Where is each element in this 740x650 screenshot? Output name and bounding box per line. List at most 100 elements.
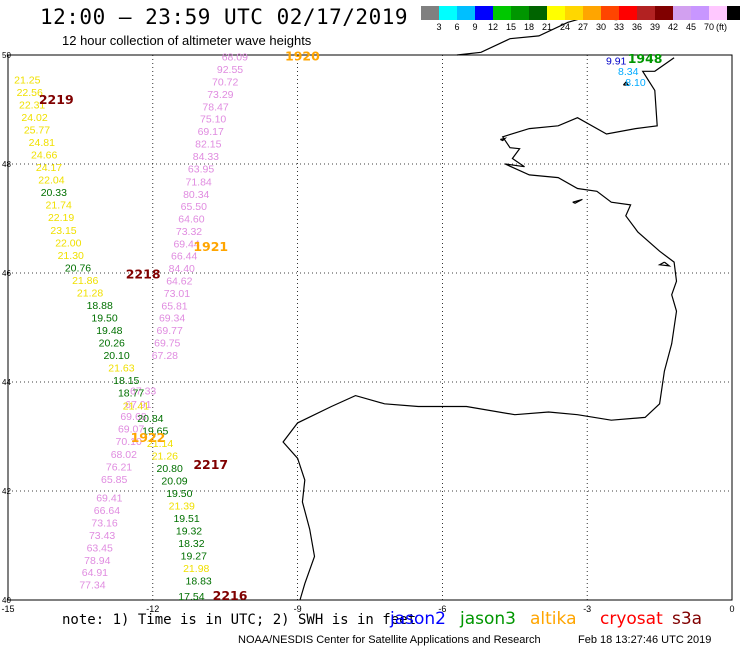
wave-height-value: 69.34 (159, 313, 185, 325)
pass-time-label: 2216 (213, 588, 248, 603)
legend-tick-label: 30 (595, 22, 607, 32)
legend-tick-label: 3 (436, 22, 442, 32)
legend-tick-label: 9 (472, 22, 478, 32)
wave-height-value: 77.34 (79, 580, 105, 592)
wave-height-value: 75.10 (200, 114, 226, 126)
legend-swatch (493, 6, 511, 20)
legend-swatch (439, 6, 457, 20)
legend-tick-label: 6 (454, 22, 460, 32)
lat-tick-label: 50 (2, 51, 11, 60)
wave-height-value: 24.02 (21, 112, 47, 124)
wave-height-value: 84.33 (193, 151, 219, 163)
wave-height-value: 21.86 (72, 275, 98, 287)
wave-height-value: 92.55 (217, 64, 243, 76)
wave-height-value: 78.47 (202, 102, 228, 114)
wave-height-value: 18.77 (118, 388, 144, 400)
wave-height-value: 69.17 (198, 126, 224, 138)
wave-height-value: 67.28 (152, 350, 178, 362)
legend-swatch (583, 6, 601, 20)
page-title: 12:00 – 23:59 UTC 02/17/2019 (40, 5, 409, 29)
pass-time-label: 1921 (193, 239, 228, 254)
legend-tick-label: 27 (577, 22, 589, 32)
lon-tick-label: -12 (146, 604, 159, 614)
wave-height-value: 19.27 (181, 551, 207, 563)
satellite-legend-s3a: s3a (672, 609, 703, 629)
wave-height-value: 69.44 (173, 238, 199, 250)
wave-height-value: 70.72 (212, 77, 238, 89)
wave-height-value: 64.91 (82, 567, 108, 579)
coastline (572, 198, 583, 204)
legend-tick-label: 33 (613, 22, 625, 32)
credit-line: NOAA/NESDIS Center for Satellite Applica… (238, 634, 541, 646)
wave-height-value: 24.17 (36, 162, 62, 174)
color-scale-ticks: 3 6 9 12 15 18 21 24 27 30 33 36 39 42 45 70 (421, 20, 740, 34)
pass-time-label: 1920 (285, 48, 320, 63)
wave-height-value: 19.50 (166, 488, 192, 500)
color-scale-swatches (421, 6, 740, 20)
pass-time-label: 1922 (131, 430, 166, 445)
legend-tick-label: 36 (631, 22, 643, 32)
lat-tick-label: 46 (2, 269, 11, 278)
legend-swatch (475, 6, 493, 20)
wave-height-value: 22.31 (19, 99, 45, 111)
wave-height-value: 24.66 (31, 150, 57, 162)
wave-height-value: 20.09 (161, 475, 187, 487)
legend-swatch (565, 6, 583, 20)
legend-swatch (547, 6, 565, 20)
wave-height-value: 64.60 (178, 213, 204, 225)
color-scale-legend: 3 6 9 12 15 18 21 24 27 30 33 36 39 42 45 70 (421, 6, 740, 34)
legend-tick-label: 24 (559, 22, 571, 32)
legend-tick-label: 39 (649, 22, 661, 32)
wave-height-value: 78.94 (84, 555, 110, 567)
wave-height-value: 19.50 (91, 313, 117, 325)
wave-height-value: 18.15 (113, 375, 139, 387)
wave-height-value: 70.10 (116, 436, 142, 448)
wave-height-value: 8.10 (625, 77, 646, 89)
wave-height-value: 82.15 (195, 139, 221, 151)
page-subtitle: 12 hour collection of altimeter wave hei… (62, 33, 312, 48)
legend-swatch (457, 6, 475, 20)
lon-tick-label: -3 (583, 604, 591, 614)
lat-tick-label: 42 (2, 487, 11, 496)
wave-height-value: 20.10 (103, 350, 129, 362)
wave-height-value: 22.56 (17, 87, 43, 99)
wave-height-value: 24.81 (29, 137, 55, 149)
wave-height-value: 21.30 (58, 250, 84, 262)
legend-swatch (511, 6, 529, 20)
wave-height-value: 84.40 (169, 263, 195, 275)
wave-height-value: 73.16 (91, 517, 117, 529)
wave-height-value: 19.48 (96, 325, 122, 337)
coastline (500, 137, 508, 142)
legend-swatch (727, 6, 740, 20)
wave-height-value: 20.26 (99, 338, 125, 350)
pass-time-label: 2217 (193, 457, 228, 472)
legend-swatch (637, 6, 655, 20)
wave-height-value: 20.33 (41, 187, 67, 199)
legend-swatch (673, 6, 691, 20)
wave-height-value: 65.81 (161, 301, 187, 313)
legend-tick-label: 42 (667, 22, 679, 32)
wave-height-value: 21.26 (152, 450, 178, 462)
wave-height-value: 19.51 (173, 513, 199, 525)
legend-swatch (709, 6, 727, 20)
wave-height-value: 76.21 (106, 461, 132, 473)
wave-height-value: 69.41 (96, 492, 122, 504)
wave-height-value: 66.64 (94, 505, 120, 517)
wave-height-value: 69.75 (154, 338, 180, 350)
wave-height-value: 63.45 (87, 542, 113, 554)
satellite-legend-cryosat: cryosat (600, 609, 663, 629)
wave-height-value: 63.95 (188, 164, 214, 176)
legend-swatch (529, 6, 547, 20)
generation-timestamp: Feb 18 13:27:46 UTC 2019 (578, 634, 712, 646)
unit-label: (ft) (716, 22, 727, 32)
legend-swatch (655, 6, 673, 20)
wave-height-value: 64.62 (166, 275, 192, 287)
wave-height-value: 25.77 (24, 124, 50, 136)
wave-height-value: 17.54 (178, 591, 204, 603)
footer-note: note: 1) Time is in UTC; 2) SWH is in fe… (62, 612, 417, 628)
lat-tick-label: 40 (2, 596, 11, 605)
wave-height-value: 67.33 (130, 386, 156, 398)
wave-height-value: 21.39 (169, 501, 195, 513)
wave-height-value: 73.29 (207, 89, 233, 101)
wave-height-value: 20.80 (157, 463, 183, 475)
